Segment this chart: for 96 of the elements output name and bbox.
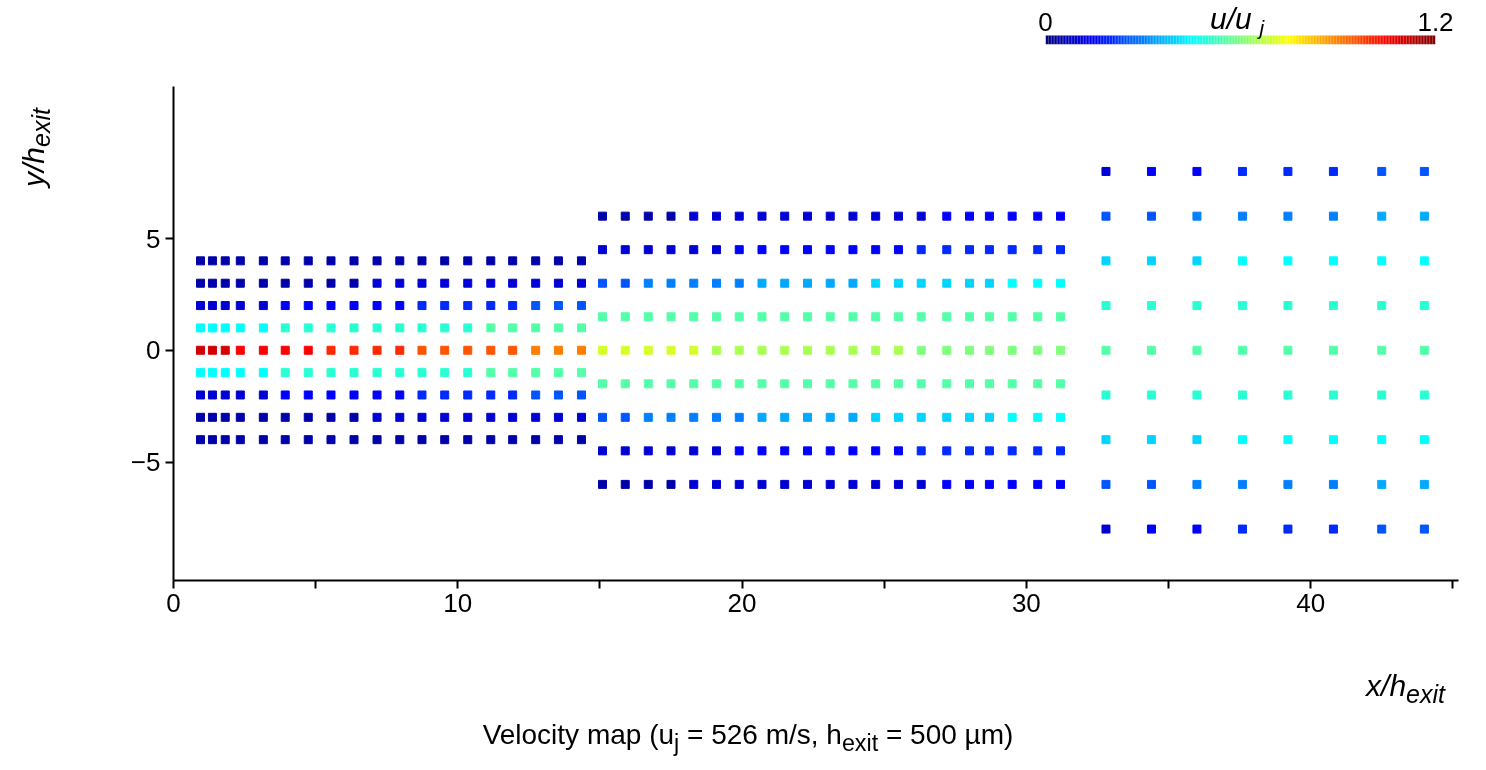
text: Velocity map (u$_{j}$ = 526 m/s, h$_{exit}$ = 500 µm) — [482, 718, 1014, 758]
point — [235, 256, 245, 266]
y-tick-label: −5 — [130, 447, 161, 478]
point — [303, 256, 313, 266]
point — [1007, 345, 1017, 355]
point — [258, 412, 268, 422]
color-bar-label: 1.2 — [1417, 6, 1454, 37]
point — [326, 278, 336, 288]
point — [235, 345, 245, 355]
point — [984, 345, 994, 355]
x-tick-label: 30 — [1011, 587, 1041, 618]
point — [893, 345, 903, 355]
point — [280, 412, 290, 422]
point — [848, 345, 858, 355]
point — [235, 435, 245, 445]
point — [258, 435, 268, 445]
point — [280, 278, 290, 288]
point — [576, 345, 586, 355]
point — [349, 256, 359, 266]
point — [666, 345, 676, 355]
point — [871, 345, 881, 355]
color-bar-label: 0 — [1038, 6, 1053, 37]
point — [1055, 345, 1065, 355]
point — [207, 435, 217, 445]
point — [258, 256, 268, 266]
point — [207, 256, 217, 266]
y-tick-label: 5 — [146, 223, 161, 254]
point — [802, 345, 812, 355]
point — [712, 479, 721, 489]
point — [303, 278, 313, 288]
point — [689, 345, 699, 355]
point — [757, 345, 767, 355]
point — [235, 412, 245, 422]
point — [598, 345, 607, 355]
point — [207, 278, 217, 288]
point — [965, 345, 975, 355]
point — [349, 435, 359, 445]
point — [349, 412, 359, 422]
point — [531, 345, 541, 355]
point — [825, 345, 835, 355]
point — [280, 345, 290, 355]
point — [395, 345, 405, 355]
point — [508, 345, 518, 355]
point — [196, 278, 206, 288]
point — [486, 345, 496, 355]
point — [196, 435, 206, 445]
point — [196, 412, 206, 422]
x-tick-label: 40 — [1296, 587, 1326, 618]
point — [372, 345, 382, 355]
point — [689, 211, 699, 221]
point — [303, 412, 313, 422]
point — [326, 256, 336, 266]
point — [712, 211, 721, 221]
point — [196, 256, 206, 266]
point — [303, 345, 313, 355]
point — [734, 345, 744, 355]
point — [349, 345, 359, 355]
point — [553, 345, 563, 355]
point — [712, 446, 721, 456]
point — [258, 278, 268, 288]
point — [620, 345, 630, 355]
x-tick-label: 0 — [166, 587, 181, 618]
point — [280, 256, 290, 266]
point — [440, 345, 450, 355]
point — [689, 245, 699, 255]
point — [916, 345, 926, 355]
point — [207, 345, 217, 355]
point — [712, 245, 721, 255]
x-axis-title: x/h$_{exit}$ — [1366, 668, 1445, 710]
point — [326, 345, 336, 355]
point — [258, 345, 268, 355]
point — [712, 345, 721, 355]
point — [196, 345, 206, 355]
point — [326, 412, 336, 422]
point — [220, 278, 230, 288]
point — [942, 345, 952, 355]
point — [220, 256, 230, 266]
point — [643, 345, 653, 355]
x-tick-label: 10 — [443, 587, 473, 618]
point — [235, 278, 245, 288]
point — [417, 345, 427, 355]
point — [780, 345, 790, 355]
x-tick-label: 20 — [727, 587, 757, 618]
point — [207, 412, 217, 422]
point — [220, 435, 230, 445]
point — [689, 479, 699, 489]
point — [326, 435, 336, 445]
point — [349, 278, 359, 288]
point — [220, 412, 230, 422]
point — [689, 446, 699, 456]
point — [1033, 345, 1043, 355]
point — [220, 345, 230, 355]
point — [463, 345, 473, 355]
y-tick-label: 0 — [146, 335, 161, 366]
point — [303, 435, 313, 445]
point — [280, 435, 290, 445]
